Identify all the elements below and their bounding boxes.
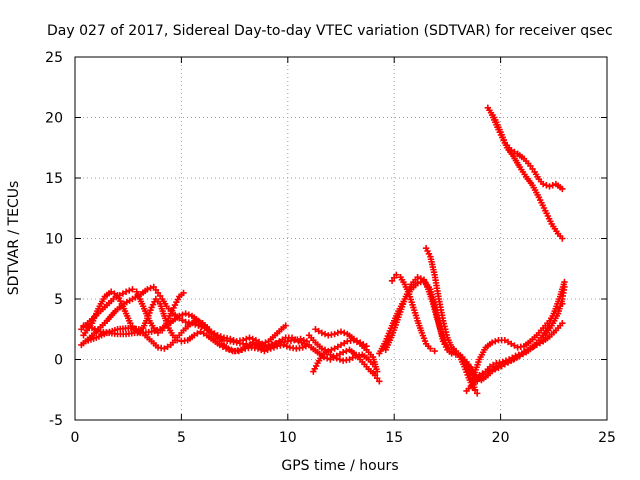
tick-labels: 0 5 10 15 20 25 -5 0 5 10 15 20 25 <box>45 50 616 446</box>
y-tick-label: 25 <box>45 50 63 66</box>
y-tick-label: 10 <box>45 232 63 248</box>
x-tick-label: 5 <box>177 430 186 446</box>
x-tick-label: 15 <box>385 430 403 446</box>
y-axis-label: SDTVAR / TECUs <box>6 181 22 296</box>
plus-markers <box>78 104 568 397</box>
y-tick-label: 15 <box>45 171 63 187</box>
y-tick-label: 0 <box>54 353 63 369</box>
x-tick-label: 10 <box>279 430 297 446</box>
y-tick-label: -5 <box>49 413 63 429</box>
y-tick-label: 5 <box>54 292 63 308</box>
grid-lines <box>75 57 607 420</box>
axes <box>74 56 608 421</box>
data-points <box>78 104 568 397</box>
y-tick-label: 20 <box>45 111 63 127</box>
x-tick-label: 0 <box>71 430 80 446</box>
x-tick-label: 25 <box>598 430 616 446</box>
chart-title: Day 027 of 2017, Sidereal Day-to-day VTE… <box>47 23 613 39</box>
x-axis-label: GPS time / hours <box>281 458 398 474</box>
x-tick-label: 20 <box>492 430 510 446</box>
